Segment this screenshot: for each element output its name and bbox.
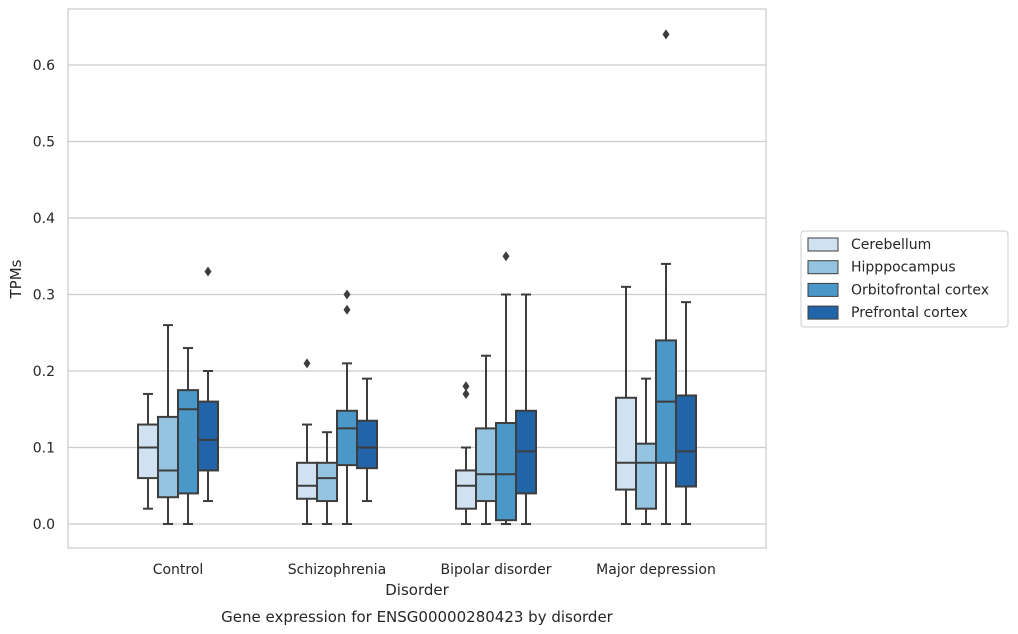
- box-orbitofrontal-cortex-bipolar-disorder: [495, 251, 517, 525]
- box-prefrontal-cortex-schizophrenia: [356, 377, 378, 503]
- y-tick-label: 0.5: [33, 135, 55, 151]
- box-body: [675, 394, 697, 488]
- outlier-point: [343, 289, 351, 300]
- box-body: [157, 415, 179, 499]
- series-hipppocampus: [157, 324, 657, 525]
- box-body: [635, 442, 657, 510]
- legend-label: Hipppocampus: [851, 260, 956, 276]
- legend-swatch: [807, 282, 839, 297]
- box-body: [455, 469, 477, 510]
- box-hipppocampus-bipolar-disorder: [475, 354, 497, 525]
- x-tick-label: Control: [153, 562, 204, 578]
- y-tick-label: 0.6: [33, 58, 55, 74]
- box-prefrontal-cortex-bipolar-disorder: [515, 293, 537, 525]
- box-hipppocampus-control: [157, 324, 179, 525]
- legend-frame: [800, 230, 1009, 328]
- legend-swatch: [807, 305, 839, 320]
- y-axis-title: TPMs: [7, 259, 25, 299]
- box-cerebellum-bipolar-disorder: [455, 381, 477, 525]
- box-body: [475, 427, 497, 503]
- legend-label: Cerebellum: [851, 237, 931, 253]
- series-cerebellum: [137, 285, 637, 525]
- box-body: [495, 422, 517, 522]
- outlier-point: [462, 381, 470, 392]
- outlier-point: [343, 304, 351, 315]
- box-body: [177, 389, 199, 495]
- box-body: [197, 400, 219, 472]
- x-axis-title: Disorder: [385, 581, 449, 599]
- box-hipppocampus-schizophrenia: [316, 431, 338, 525]
- outlier-point: [204, 266, 212, 277]
- box-body: [296, 461, 318, 500]
- y-tick-label: 0.3: [33, 288, 55, 304]
- figure-caption: Gene expression for ENSG00000280423 by d…: [221, 608, 614, 626]
- box-prefrontal-cortex-control: [197, 266, 219, 503]
- box-body: [336, 409, 358, 467]
- box-cerebellum-schizophrenia: [296, 358, 318, 525]
- box-body: [137, 423, 159, 480]
- x-tick-label: Major depression: [596, 562, 716, 578]
- legend-label: Prefrontal cortex: [851, 305, 968, 321]
- y-axis-ticks: 0.0 0.1 0.2 0.3 0.4 0.5 0.6: [33, 58, 55, 533]
- y-tick-label: 0.4: [33, 211, 55, 227]
- outlier-point: [502, 251, 510, 262]
- y-tick-label: 0.0: [33, 517, 55, 533]
- legend-items: Cerebellum Hipppocampus Orbitofrontal cort…: [807, 237, 989, 321]
- box-prefrontal-cortex-major-depression: [675, 301, 697, 525]
- box-body: [316, 461, 338, 503]
- outlier-point: [462, 388, 470, 399]
- box-body: [615, 396, 637, 491]
- box-orbitofrontal-cortex-major-depression: [655, 29, 677, 525]
- outlier-point: [303, 358, 311, 369]
- box-series: [137, 29, 697, 525]
- x-tick-label: Schizophrenia: [288, 562, 386, 578]
- y-tick-label: 0.1: [33, 441, 55, 457]
- legend-swatch: [807, 260, 839, 275]
- legend-swatch: [807, 237, 839, 252]
- y-tick-label: 0.2: [33, 364, 55, 380]
- outlier-point: [662, 29, 670, 40]
- box-body: [356, 419, 378, 470]
- series-orbitofrontal-cortex: [177, 29, 677, 525]
- legend-label: Orbitofrontal cortex: [851, 282, 989, 298]
- x-axis-ticks: Control Schizophrenia Bipolar disorder Majo…: [153, 562, 716, 578]
- box-hipppocampus-major-depression: [635, 377, 657, 525]
- x-tick-label: Bipolar disorder: [440, 562, 551, 578]
- series-prefrontal-cortex: [197, 266, 697, 525]
- legend: Cerebellum Hipppocampus Orbitofrontal cort…: [800, 230, 1009, 328]
